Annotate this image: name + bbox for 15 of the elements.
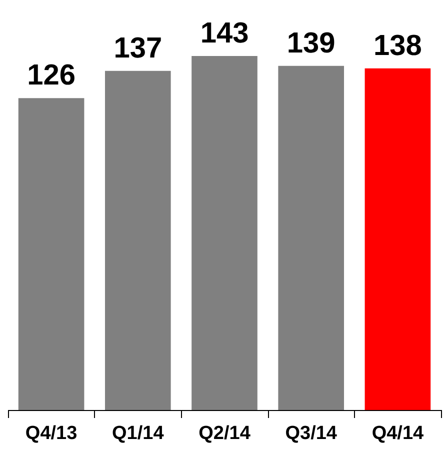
x-tick-label: Q1/14 — [112, 423, 164, 444]
bar — [104, 70, 171, 410]
data-label: 138 — [374, 30, 422, 62]
x-tick-label: Q3/14 — [285, 423, 338, 444]
bar — [18, 98, 84, 410]
x-tick-label: Q4/13 — [25, 423, 78, 444]
bar — [192, 56, 258, 410]
data-label: 137 — [114, 32, 162, 64]
x-tick-label: Q4/14 — [372, 423, 424, 444]
data-label: 143 — [200, 18, 249, 50]
data-label: 126 — [27, 60, 76, 92]
x-tick-label: Q2/14 — [198, 423, 251, 444]
bar — [278, 66, 344, 410]
data-label: 139 — [286, 27, 336, 60]
bar — [364, 68, 431, 410]
